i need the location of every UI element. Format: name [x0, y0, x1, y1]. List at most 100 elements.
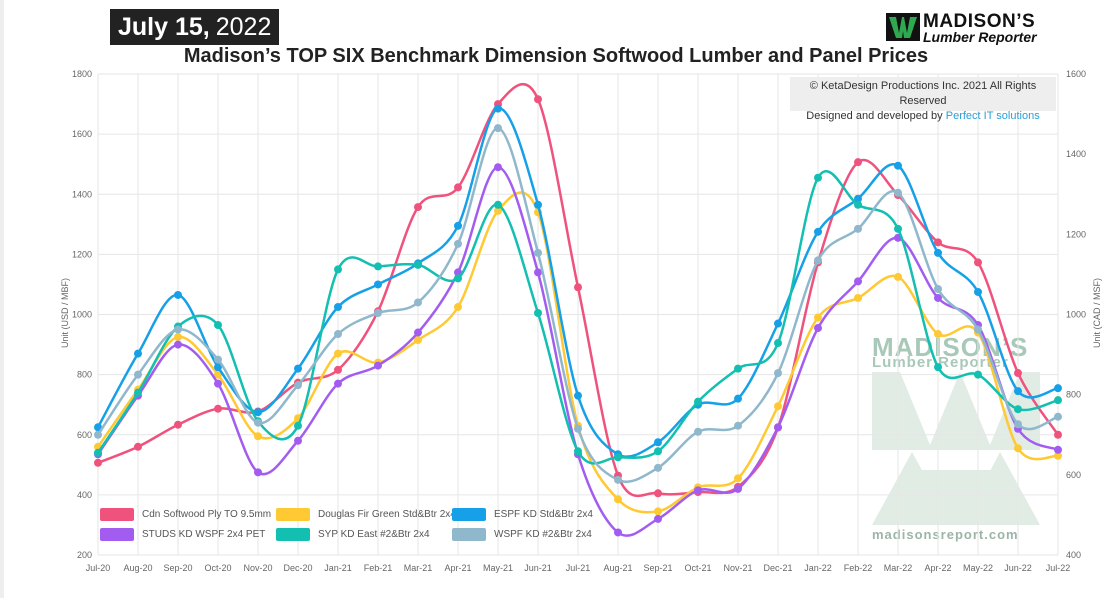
legend-item[interactable]: STUDS KD WSPF 2x4 PET: [100, 528, 265, 541]
data-point-5: [1054, 412, 1062, 421]
legend-item[interactable]: WSPF KD #2&Btr 2x4: [452, 528, 592, 541]
data-point-1: [214, 370, 222, 379]
data-point-1: [254, 432, 262, 441]
data-point-2: [854, 194, 862, 203]
data-point-2: [494, 104, 502, 113]
y-axis-label-right: Unit (CAD / MSF): [1092, 278, 1102, 349]
data-point-3: [294, 436, 302, 445]
data-point-3: [414, 328, 422, 337]
data-point-5: [454, 239, 462, 248]
data-point-0: [1014, 369, 1022, 378]
data-point-1: [734, 474, 742, 483]
x-tick-label: Feb-22: [844, 563, 873, 573]
x-tick-label: Dec-21: [763, 563, 792, 573]
legend-item[interactable]: Douglas Fir Green Std&Btr 2x4: [276, 508, 456, 521]
data-point-5: [174, 325, 182, 334]
logo-mark-icon: [886, 13, 920, 41]
data-point-2: [174, 290, 182, 299]
legend-item[interactable]: Cdn Softwood Ply TO 9.5mm: [100, 508, 271, 521]
data-point-3: [814, 324, 822, 333]
y2-tick-label: 1000: [1066, 310, 1086, 320]
data-point-1: [174, 333, 182, 342]
legend-swatch: [276, 528, 310, 541]
data-point-2: [454, 221, 462, 230]
data-point-4: [134, 388, 142, 397]
data-point-5: [134, 370, 142, 379]
x-tick-label: Aug-21: [603, 563, 632, 573]
data-point-5: [694, 427, 702, 436]
data-point-4: [854, 200, 862, 209]
x-tick-label: Jan-21: [324, 563, 352, 573]
legend-item[interactable]: SYP KD East #2&Btr 2x4: [276, 528, 430, 541]
x-tick-label: May-21: [483, 563, 513, 573]
data-point-4: [94, 448, 102, 457]
data-point-5: [614, 475, 622, 484]
y-tick-label: 1400: [72, 189, 92, 199]
data-point-2: [814, 227, 822, 236]
data-point-5: [1014, 420, 1022, 429]
data-point-0: [574, 283, 582, 292]
data-point-5: [94, 430, 102, 439]
data-point-5: [294, 381, 302, 390]
data-point-4: [774, 339, 782, 348]
data-point-3: [334, 379, 342, 388]
x-tick-label: Jun-21: [524, 563, 552, 573]
data-point-0: [534, 95, 542, 104]
data-point-1: [1054, 451, 1062, 460]
data-point-5: [494, 124, 502, 133]
legend-label: ESPF KD Std&Btr 2x4: [494, 509, 593, 520]
legend-swatch: [100, 528, 134, 541]
data-point-5: [254, 418, 262, 427]
y-tick-label: 800: [77, 370, 92, 380]
data-point-4: [214, 321, 222, 330]
data-point-3: [694, 486, 702, 495]
x-tick-label: Nov-21: [723, 563, 752, 573]
x-tick-label: Jan-22: [804, 563, 832, 573]
x-tick-label: Feb-21: [364, 563, 393, 573]
y-tick-label: 400: [77, 490, 92, 500]
credit-text: Designed and developed by Perfect IT sol…: [790, 109, 1056, 124]
series-line-5: [96, 126, 1059, 483]
data-point-0: [214, 404, 222, 413]
x-tick-label: Jul-22: [1046, 563, 1071, 573]
data-point-0: [334, 365, 342, 374]
window-edge: [0, 0, 4, 598]
data-point-4: [454, 274, 462, 283]
y-tick-label: 200: [77, 550, 92, 560]
data-point-2: [254, 408, 262, 417]
data-point-0: [134, 442, 142, 451]
legend-swatch: [100, 508, 134, 521]
data-point-1: [934, 330, 942, 339]
data-point-5: [774, 369, 782, 378]
y2-tick-label: 1400: [1066, 149, 1086, 159]
legend-swatch: [452, 528, 486, 541]
data-point-4: [1014, 405, 1022, 414]
data-point-5: [814, 256, 822, 265]
y2-tick-label: 400: [1066, 550, 1081, 560]
legend-item[interactable]: ESPF KD Std&Btr 2x4: [452, 508, 593, 521]
date-badge: July 15, 2022: [110, 9, 280, 45]
data-point-1: [414, 336, 422, 345]
data-point-2: [654, 438, 662, 447]
data-point-4: [614, 453, 622, 462]
data-point-5: [574, 424, 582, 433]
date-day: July 15,: [118, 13, 210, 41]
data-point-5: [534, 248, 542, 257]
y-tick-label: 600: [77, 430, 92, 440]
data-point-5: [414, 298, 422, 307]
data-point-2: [1054, 384, 1062, 393]
data-point-2: [894, 161, 902, 170]
data-point-5: [974, 325, 982, 334]
data-point-2: [214, 363, 222, 372]
data-point-2: [534, 200, 542, 209]
data-point-5: [374, 308, 382, 317]
credit-link[interactable]: Perfect IT solutions: [945, 110, 1040, 122]
data-point-5: [934, 284, 942, 293]
x-tick-label: Sep-21: [643, 563, 672, 573]
data-point-3: [614, 528, 622, 537]
y2-tick-label: 800: [1066, 390, 1081, 400]
legend-label: SYP KD East #2&Btr 2x4: [318, 529, 430, 540]
x-tick-label: Oct-20: [204, 563, 231, 573]
data-point-2: [734, 394, 742, 403]
